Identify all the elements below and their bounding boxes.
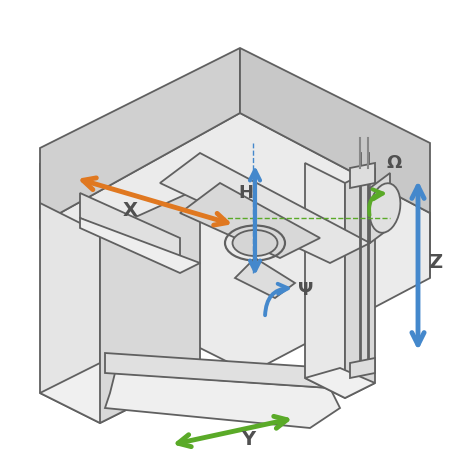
Polygon shape — [160, 153, 370, 263]
Polygon shape — [180, 183, 320, 258]
Polygon shape — [345, 168, 375, 398]
Text: Ψ: Ψ — [298, 281, 313, 299]
Text: H: H — [238, 184, 253, 202]
Ellipse shape — [233, 230, 277, 256]
Text: X: X — [122, 201, 137, 220]
Polygon shape — [80, 193, 180, 263]
Polygon shape — [105, 373, 340, 428]
Polygon shape — [40, 343, 200, 423]
Polygon shape — [235, 258, 295, 298]
Polygon shape — [350, 163, 375, 188]
Polygon shape — [350, 358, 375, 378]
Ellipse shape — [370, 183, 401, 233]
Polygon shape — [60, 113, 430, 373]
Polygon shape — [40, 203, 100, 423]
Polygon shape — [40, 163, 60, 278]
Polygon shape — [305, 163, 345, 398]
Polygon shape — [105, 353, 330, 388]
Polygon shape — [240, 48, 430, 278]
Polygon shape — [100, 188, 200, 423]
Polygon shape — [370, 173, 390, 243]
Text: Ω: Ω — [387, 154, 402, 172]
Polygon shape — [80, 218, 200, 273]
Polygon shape — [305, 368, 375, 398]
Text: Y: Y — [241, 430, 255, 449]
Polygon shape — [40, 48, 240, 213]
Text: Z: Z — [428, 253, 442, 272]
